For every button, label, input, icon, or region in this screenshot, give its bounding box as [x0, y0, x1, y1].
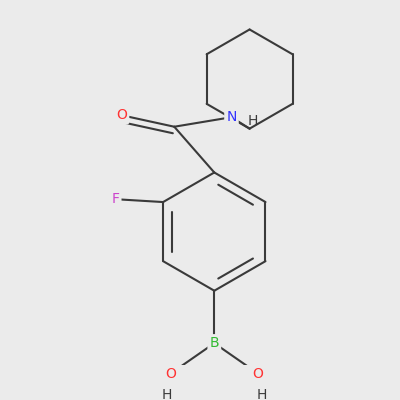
Text: B: B — [210, 336, 219, 350]
Text: O: O — [165, 367, 176, 381]
Text: H: H — [248, 114, 258, 128]
Text: F: F — [112, 192, 120, 206]
Text: N: N — [226, 110, 237, 124]
Text: H: H — [162, 388, 172, 400]
Text: H: H — [257, 388, 267, 400]
Text: O: O — [116, 108, 127, 122]
Text: O: O — [253, 367, 264, 381]
